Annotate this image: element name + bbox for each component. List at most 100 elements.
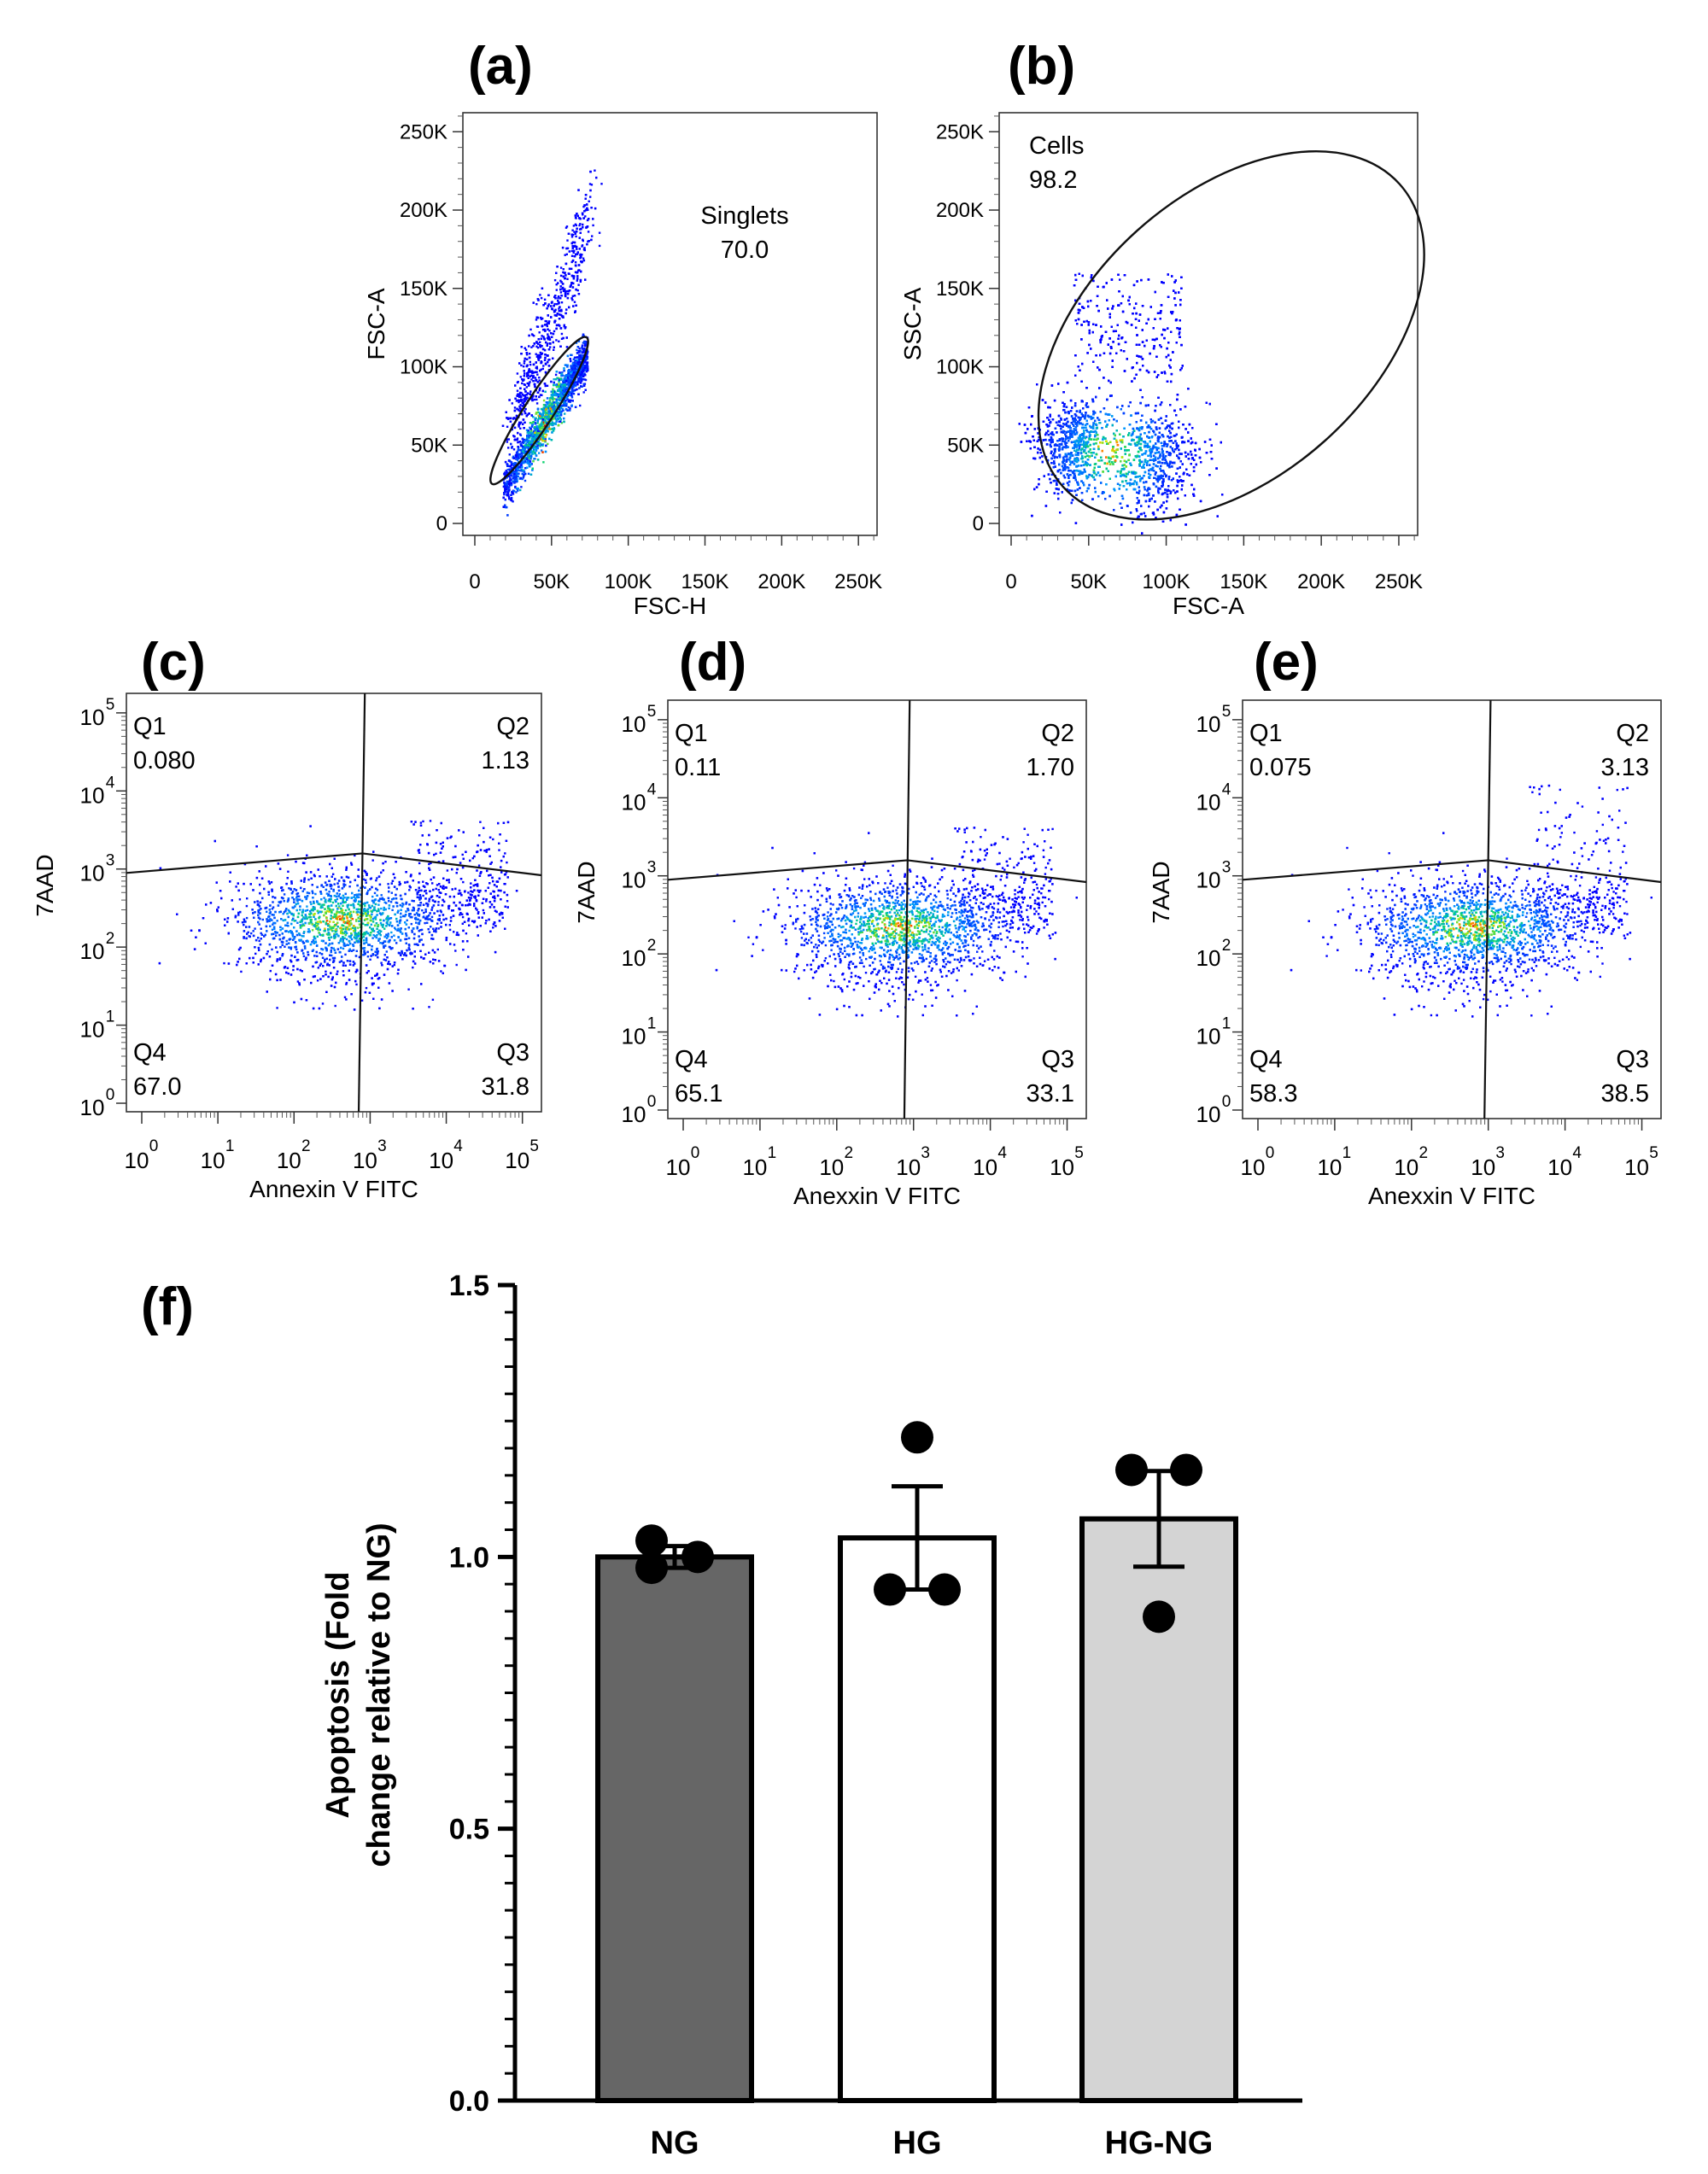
y-axis-label: SSC-A [899, 287, 926, 360]
x-tick-label-base: 10 [429, 1148, 453, 1173]
quadrant-vertical-line [1483, 699, 1492, 1119]
quadrant-name-q4: Q4 [133, 1039, 167, 1067]
quadrant-name-q3: Q3 [1616, 1046, 1649, 1073]
y-axis-label: 7AAD [573, 861, 600, 923]
x-tick-label-base: 10 [1394, 1154, 1418, 1180]
gate-value-cells: 98.2 [1029, 167, 1077, 194]
y-tick-label-base: 10 [80, 704, 105, 730]
x-tick-label-exp: 3 [1495, 1144, 1505, 1162]
y-tick-label: 150K [400, 278, 447, 301]
panel-label-d: (d) [679, 633, 747, 692]
y-tick-label-base: 10 [80, 938, 105, 964]
y-tick-label-base: 10 [80, 1095, 105, 1120]
y-axis-label: 7AAD [32, 854, 58, 916]
y-tick-label-base: 10 [80, 782, 105, 808]
quadrant-value-q4: 65.1 [675, 1080, 722, 1107]
plot-frame-b [998, 112, 1418, 536]
plot-frame-d [667, 699, 1087, 1119]
quadrant-value-q3: 38.5 [1601, 1080, 1649, 1107]
y-tick-label-exp: 5 [1222, 703, 1231, 721]
y-tick-label-exp: 2 [1222, 937, 1231, 955]
y-tick-label-exp: 1 [1222, 1015, 1231, 1033]
y-tick-label: 100K [400, 356, 447, 379]
x-tick-label: 50K [1070, 570, 1107, 593]
x-tick-label-base: 10 [666, 1154, 691, 1180]
quadrant-horizontal-line [126, 852, 542, 877]
quadrant-name-q2: Q2 [1616, 720, 1649, 747]
x-tick-label-hg: HG [893, 2125, 942, 2161]
quadrant-horizontal-line [667, 859, 1087, 884]
x-tick-label-exp: 5 [529, 1137, 539, 1155]
x-tick-label-exp: 0 [149, 1137, 159, 1155]
x-tick-label-base: 10 [1241, 1154, 1266, 1180]
y-tick-label: 250K [936, 120, 984, 143]
x-tick-label: 250K [1375, 570, 1423, 593]
quadrant-value-q2: 3.13 [1601, 754, 1649, 781]
y-tick-label-exp: 5 [647, 703, 657, 721]
y-tick-label-base: 10 [622, 711, 646, 737]
y-tick-label-exp: 4 [1222, 780, 1231, 798]
x-tick-label-exp: 0 [1266, 1144, 1275, 1162]
y-tick-label: 200K [400, 199, 447, 222]
y-tick-label-exp: 4 [647, 780, 657, 798]
x-tick-label-base: 10 [819, 1154, 844, 1180]
x-tick-label-exp: 2 [845, 1144, 854, 1162]
gate-label-singlets: Singlets [700, 202, 788, 230]
x-tick-label: 250K [834, 570, 882, 593]
y-axis-label-line2: change relative to NG) [361, 1522, 397, 1867]
x-tick-label-base: 10 [896, 1154, 921, 1180]
x-tick-label-base: 10 [277, 1148, 301, 1173]
bar-ng [595, 1554, 754, 2104]
y-tick-label: 250K [400, 120, 447, 143]
scatter-plot-b: 0 50K 100K 150K 200K 250K 0 50K 100K 150K 200K 250K… [899, 112, 1425, 619]
x-tick-label-base: 10 [1317, 1154, 1342, 1180]
x-tick-label-exp: 0 [691, 1144, 700, 1162]
panel-label-c: (c) [141, 633, 206, 692]
y-axis-label-line1: Apoptosis (Fold [320, 1571, 356, 1818]
x-axis-label: FSC-A [1173, 593, 1244, 619]
quadrant-name-q2: Q2 [1041, 720, 1074, 747]
y-tick-label: 1.5 [449, 1270, 489, 1302]
panel-label-f: (f) [141, 1277, 194, 1336]
x-tick-label: 0 [469, 570, 480, 593]
x-tick-label-exp: 1 [1342, 1144, 1352, 1162]
x-tick-label-exp: 4 [1572, 1144, 1582, 1162]
x-tick-label-exp: 4 [453, 1137, 463, 1155]
data-point [874, 1573, 906, 1606]
quadrant-value-q3: 33.1 [1027, 1080, 1074, 1107]
x-tick-label-exp: 5 [1649, 1144, 1658, 1162]
quadrant-value-q1: 0.075 [1249, 754, 1312, 781]
y-tick-label-exp: 0 [106, 1086, 115, 1104]
quadrant-vertical-line [357, 693, 366, 1113]
data-point [681, 1540, 714, 1574]
y-tick-label-exp: 5 [106, 696, 115, 714]
x-tick-label: 200K [757, 570, 805, 593]
y-tick-label-exp: 2 [106, 930, 115, 948]
quadrant-vertical-line [903, 699, 911, 1119]
data-point [635, 1524, 668, 1557]
quadrant-name-q4: Q4 [1249, 1046, 1283, 1073]
y-tick-label: 50K [411, 434, 447, 457]
x-axis-label: Anexxin V FITC [1368, 1183, 1535, 1209]
y-tick-label: 200K [936, 199, 984, 222]
plot-frame-c [126, 693, 542, 1113]
y-tick-label-base: 10 [622, 945, 646, 971]
data-point [901, 1421, 933, 1454]
x-tick-label-exp: 2 [301, 1137, 311, 1155]
quadrant-name-q1: Q1 [675, 720, 708, 747]
y-tick-label-exp: 1 [106, 1008, 115, 1026]
y-tick-label-base: 10 [1196, 868, 1221, 893]
x-tick-label: 100K [1143, 570, 1190, 593]
plot-layer: 0 50K 100K 150K 200K 250K050K100K150K200K250K… [32, 112, 1662, 2161]
x-tick-label-exp: 5 [1074, 1144, 1084, 1162]
quadrant-name-q1: Q1 [133, 713, 167, 740]
quadrant-value-q3: 31.8 [482, 1073, 529, 1101]
data-point [1170, 1453, 1202, 1487]
x-tick-label-base: 10 [1547, 1154, 1572, 1180]
gate-value-singlets: 70.0 [721, 237, 769, 264]
singlets-gate [489, 336, 589, 486]
y-tick-label-base: 10 [622, 789, 646, 815]
